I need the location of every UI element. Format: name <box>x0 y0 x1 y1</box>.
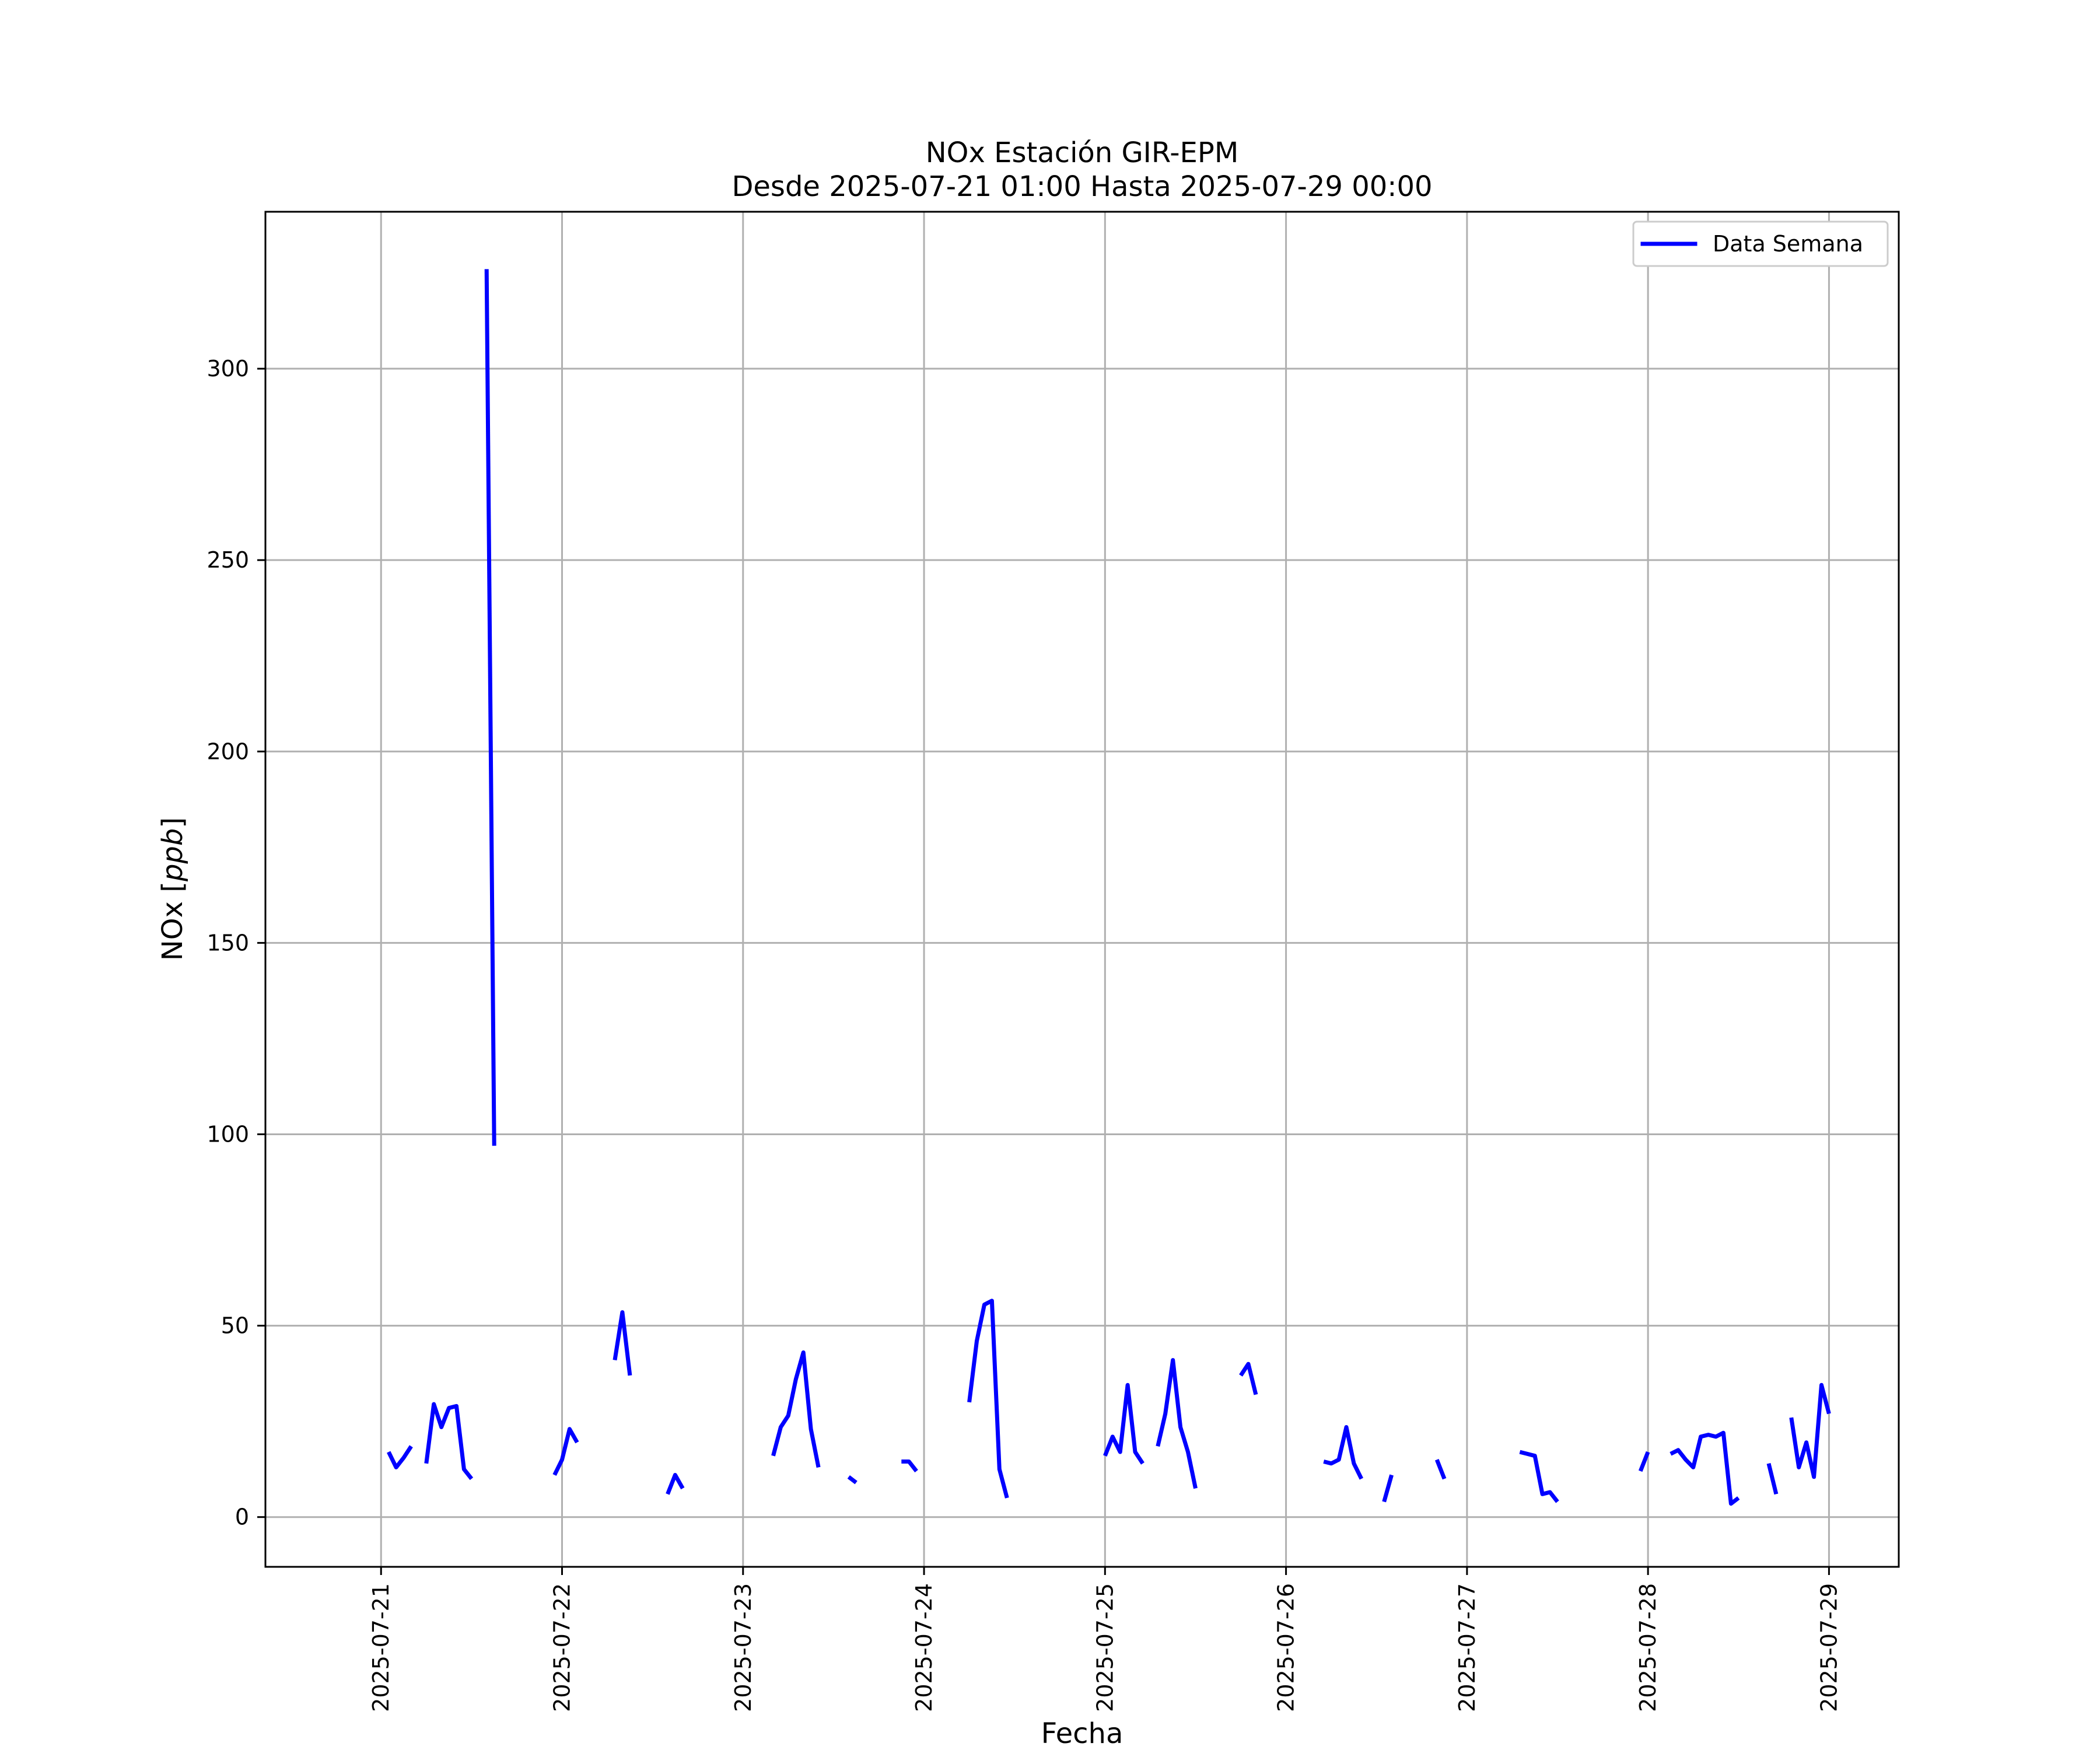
y-axis-label-unit: ppb <box>156 828 189 882</box>
y-axis-label: NOx [ppb] <box>156 817 189 961</box>
series-line-segment <box>1156 1358 1198 1489</box>
y-tick-label: 250 <box>206 547 249 573</box>
grid-layer <box>265 212 1899 1567</box>
series-line-segment <box>484 269 496 1146</box>
chart-title-line-2: Desde 2025-07-21 01:00 Hasta 2025-07-29 … <box>732 170 1432 203</box>
series-line-segment <box>1323 1425 1364 1480</box>
series-line-segment <box>1638 1451 1650 1472</box>
series-line-segment <box>1434 1459 1447 1480</box>
x-tick-label: 2025-07-21 <box>368 1583 394 1712</box>
x-axis-ticks: 2025-07-21 2025-07-22 2025-07-23 2025-07-24… <box>368 1567 1842 1712</box>
y-axis-label-suffix: ] <box>156 817 189 828</box>
x-tick-label: 2025-07-28 <box>1635 1583 1661 1712</box>
series-line-segment <box>387 1445 413 1469</box>
series-line-segment <box>1519 1450 1559 1503</box>
series-line-segment <box>1766 1462 1779 1495</box>
legend-box <box>1632 220 1889 267</box>
series-line-segment <box>1670 1430 1740 1506</box>
y-tick-label: 300 <box>206 356 249 382</box>
x-tick-label: 2025-07-23 <box>730 1583 756 1712</box>
series-line-segment <box>1103 1382 1144 1465</box>
series-line-segment <box>424 1402 474 1480</box>
x-tick-label: 2025-07-22 <box>550 1583 575 1712</box>
series-line-segment <box>666 1473 685 1495</box>
series-line-segment <box>1789 1382 1831 1479</box>
series-line-segment <box>1382 1474 1394 1503</box>
x-axis-label: Fecha <box>1041 1717 1124 1750</box>
legend: Data Semana <box>1632 220 1889 267</box>
x-tick-label: 2025-07-25 <box>1092 1583 1118 1712</box>
series-line-segment <box>612 1310 632 1376</box>
y-tick-label: 200 <box>206 738 249 764</box>
y-axis-ticks: 0 50 100 150 200 250 300 <box>206 356 265 1530</box>
y-tick-label: 100 <box>206 1121 249 1147</box>
series-line-segment <box>847 1475 858 1485</box>
chart-title-line-1: NOx Estación GIR-EPM <box>926 136 1238 169</box>
x-tick-label: 2025-07-29 <box>1816 1583 1842 1712</box>
y-tick-label: 0 <box>235 1504 249 1530</box>
y-axis-label-prefix: NOx [ <box>156 881 189 961</box>
series-line-segment <box>1239 1362 1258 1395</box>
x-tick-label: 2025-07-24 <box>911 1583 937 1712</box>
series-line-segment <box>771 1350 821 1468</box>
x-tick-label: 2025-07-27 <box>1454 1583 1480 1712</box>
legend-label: Data Semana <box>1713 231 1863 257</box>
x-tick-label: 2025-07-26 <box>1273 1583 1299 1712</box>
plot-frame <box>264 211 1900 1568</box>
plot-area <box>265 212 1899 1567</box>
series-line-segment <box>967 1298 1009 1499</box>
y-tick-label: 50 <box>221 1313 249 1339</box>
y-tick-label: 150 <box>206 930 249 956</box>
series-layer <box>387 269 1831 1506</box>
series-line-segment <box>901 1460 918 1473</box>
series-line-segment <box>552 1427 579 1476</box>
